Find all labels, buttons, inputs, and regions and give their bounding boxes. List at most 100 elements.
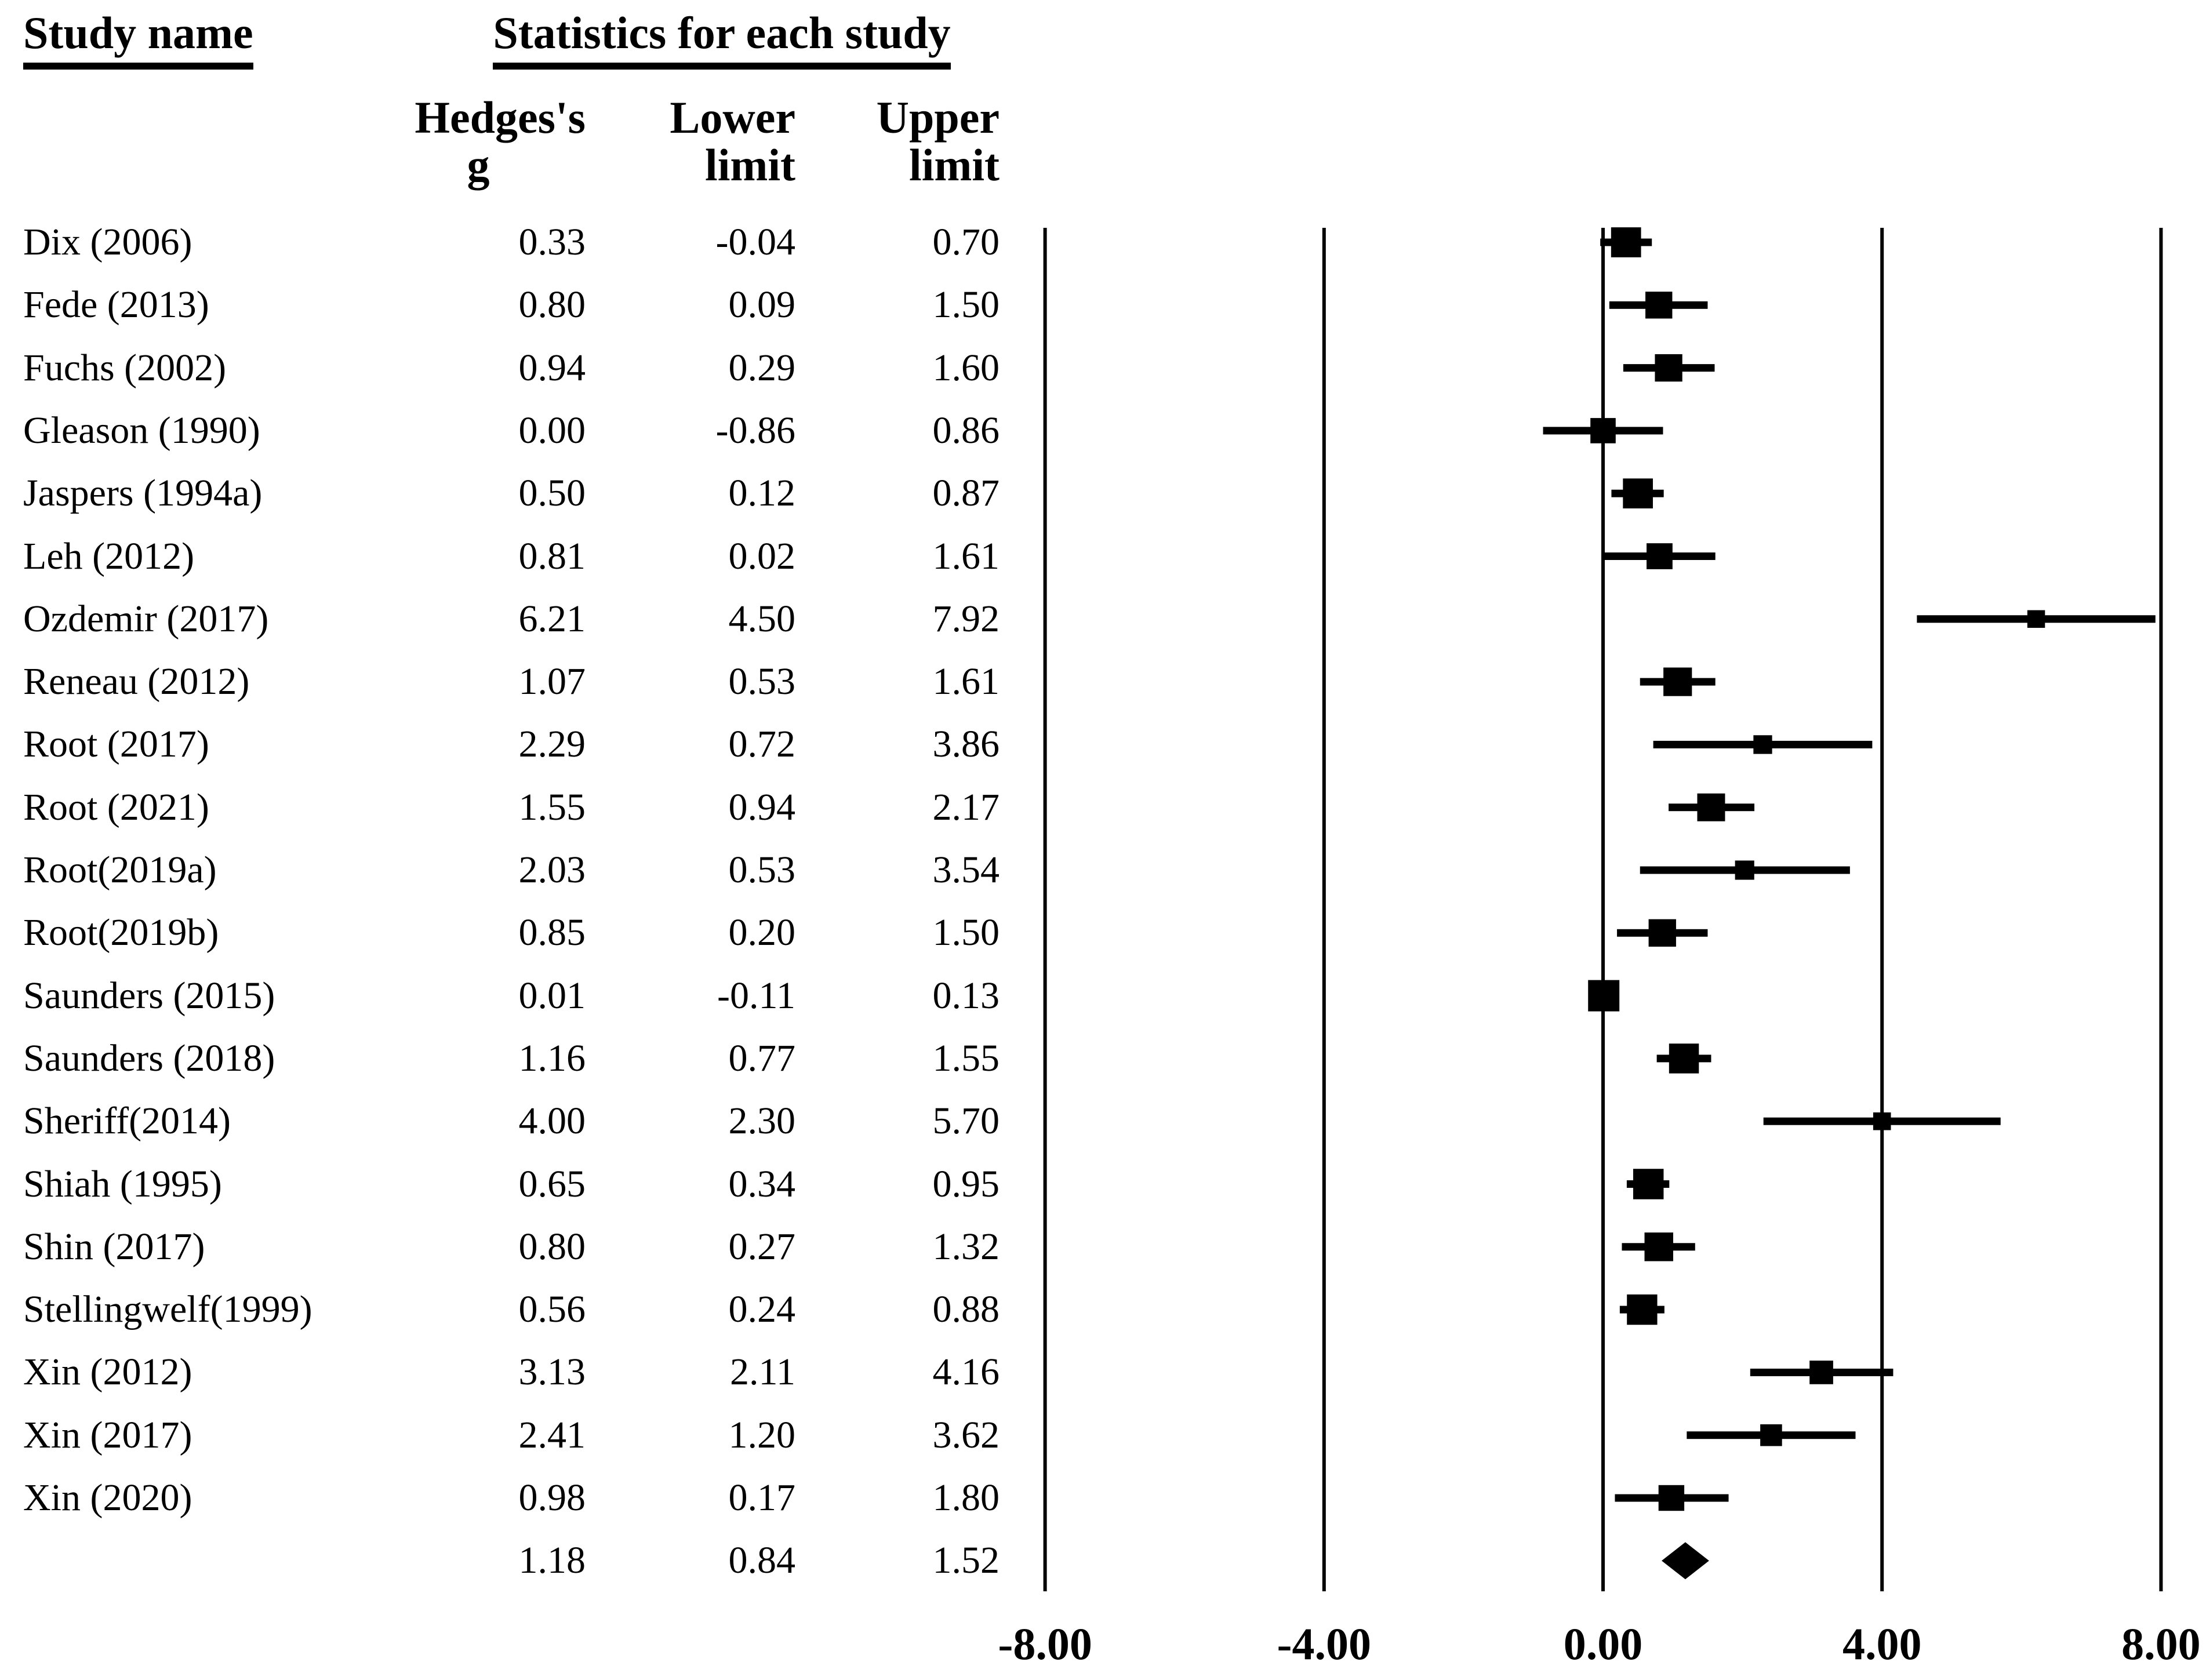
study-name-cell: Root (2021)	[23, 786, 209, 828]
study-name-cell: Shin (2017)	[23, 1225, 205, 1268]
axis-reference-line	[2159, 228, 2163, 1591]
study-name-cell: Fuchs (2002)	[23, 346, 227, 389]
lower-limit-cell: 0.02	[728, 534, 796, 577]
effect-cell: 0.00	[518, 409, 586, 452]
summary-row: 1.18 0.84 1.52	[0, 1529, 1038, 1592]
upper-limit-cell: 0.88	[932, 1288, 1000, 1331]
column-header-lower-line2: limit	[705, 140, 795, 190]
study-name-cell: Jaspers (1994a)	[23, 472, 263, 515]
lower-limit-cell: -0.11	[717, 974, 795, 1017]
effect-cell: 0.85	[518, 911, 586, 954]
study-row: Root (2021) 1.55 0.94 2.17	[0, 776, 1038, 839]
study-row: Fede (2013) 0.80 0.09 1.50	[0, 274, 1038, 336]
column-header-upper-line1: Upper	[876, 92, 1000, 143]
upper-limit-cell: 0.13	[932, 974, 1000, 1017]
study-name-cell: Ozdemir (2017)	[23, 597, 269, 640]
study-name-cell: Leh (2012)	[23, 534, 195, 577]
study-row: Jaspers (1994a) 0.50 0.12 0.87	[0, 462, 1038, 525]
study-row: Root (2017) 2.29 0.72 3.86	[0, 713, 1038, 776]
axis-tick-label: -4.00	[1277, 1619, 1371, 1669]
study-name-cell: Fede (2013)	[23, 283, 209, 326]
upper-limit-cell: 1.50	[932, 911, 1000, 954]
study-row: Leh (2012) 0.81 0.02 1.61	[0, 525, 1038, 588]
lower-limit-cell: 4.50	[728, 597, 796, 640]
effect-cell: 0.65	[518, 1162, 586, 1205]
study-row: Dix (2006) 0.33 -0.04 0.70	[0, 211, 1038, 274]
study-name-cell: Dix (2006)	[23, 221, 192, 263]
study-name-cell: Stellingwelf(1999)	[23, 1288, 312, 1331]
lower-limit-cell: 0.72	[728, 723, 796, 766]
study-row: Saunders (2015) 0.01 -0.11 0.13	[0, 965, 1038, 1027]
upper-limit-cell: 4.16	[932, 1351, 1000, 1394]
lower-limit-cell: 0.34	[728, 1162, 796, 1205]
lower-limit-cell: 0.77	[728, 1037, 796, 1079]
effect-cell: 2.03	[518, 849, 586, 891]
summary-lower-cell: 0.84	[728, 1539, 796, 1582]
study-name-cell: Root (2017)	[23, 723, 209, 766]
upper-limit-cell: 0.87	[932, 472, 1000, 515]
upper-limit-cell: 3.62	[932, 1413, 1000, 1456]
lower-limit-cell: 0.24	[728, 1288, 796, 1331]
effect-point-marker	[1809, 1361, 1833, 1384]
study-row: Sheriff(2014) 4.00 2.30 5.70	[0, 1090, 1038, 1152]
upper-limit-cell: 1.61	[932, 534, 1000, 577]
study-row: Stellingwelf(1999) 0.56 0.24 0.88	[0, 1278, 1038, 1341]
study-name-cell: Saunders (2015)	[23, 974, 275, 1017]
effect-point-marker	[1627, 1294, 1658, 1325]
lower-limit-cell: 0.12	[728, 472, 796, 515]
study-row: Shin (2017) 0.80 0.27 1.32	[0, 1216, 1038, 1278]
statistics-group-header: Statistics for each study	[345, 8, 1099, 70]
study-name-header-label: Study name	[23, 8, 253, 70]
study-name-cell: Reneau (2012)	[23, 660, 250, 703]
upper-limit-cell: 1.55	[932, 1037, 1000, 1079]
upper-limit-cell: 7.92	[932, 597, 1000, 640]
axis-tick-label: 4.00	[1842, 1619, 1922, 1669]
column-header-effect-line2: g	[467, 140, 490, 190]
study-row: Xin (2017) 2.41 1.20 3.62	[0, 1404, 1038, 1467]
effect-cell: 3.13	[518, 1351, 586, 1394]
lower-limit-cell: 0.29	[728, 346, 796, 389]
effect-point-marker	[1647, 543, 1673, 569]
upper-limit-cell: 1.50	[932, 283, 1000, 326]
effect-cell: 0.01	[518, 974, 586, 1017]
study-row: Shiah (1995) 0.65 0.34 0.95	[0, 1153, 1038, 1216]
effect-cell: 0.81	[518, 534, 586, 577]
column-header-upper: Upper limit	[806, 94, 1000, 189]
axis-tick-label: 8.00	[2121, 1619, 2201, 1669]
summary-diamond	[1662, 1542, 1709, 1580]
axis-reference-line	[1880, 228, 1884, 1591]
study-row: Xin (2012) 3.13 2.11 4.16	[0, 1341, 1038, 1403]
lower-limit-cell: 0.94	[728, 786, 796, 828]
axis-reference-line	[1322, 228, 1326, 1591]
study-name-cell: Xin (2020)	[23, 1477, 192, 1519]
lower-limit-cell: -0.86	[715, 409, 795, 452]
axis-tick-label: 0.00	[1564, 1619, 1643, 1669]
upper-limit-cell: 5.70	[932, 1100, 1000, 1143]
lower-limit-cell: 0.53	[728, 849, 796, 891]
upper-limit-cell: 2.17	[932, 786, 1000, 828]
effect-point-marker	[1644, 1232, 1673, 1261]
effect-cell: 2.41	[518, 1413, 586, 1456]
effect-point-marker	[1588, 980, 1620, 1012]
effect-point-marker	[1735, 860, 1754, 880]
study-name-cell: Root(2019a)	[23, 849, 217, 891]
upper-limit-cell: 1.80	[932, 1477, 1000, 1519]
study-row: Saunders (2018) 1.16 0.77 1.55	[0, 1027, 1038, 1090]
lower-limit-cell: 0.53	[728, 660, 796, 703]
study-row: Reneau (2012) 1.07 0.53 1.61	[0, 650, 1038, 713]
effect-cell: 0.98	[518, 1477, 586, 1519]
effect-cell: 0.94	[518, 346, 586, 389]
upper-limit-cell: 1.61	[932, 660, 1000, 703]
effect-cell: 2.29	[518, 723, 586, 766]
column-header-effect: Hedges's g	[371, 94, 586, 189]
effect-cell: 6.21	[518, 597, 586, 640]
study-name-cell: Shiah (1995)	[23, 1162, 222, 1205]
axis-reference-line	[1601, 228, 1605, 1591]
effect-point-marker	[1663, 667, 1692, 696]
upper-limit-cell: 3.86	[932, 723, 1000, 766]
column-header-upper-line2: limit	[909, 140, 1000, 190]
study-name-cell: Sheriff(2014)	[23, 1100, 231, 1143]
summary-upper-cell: 1.52	[932, 1539, 1000, 1582]
lower-limit-cell: -0.04	[715, 221, 795, 263]
